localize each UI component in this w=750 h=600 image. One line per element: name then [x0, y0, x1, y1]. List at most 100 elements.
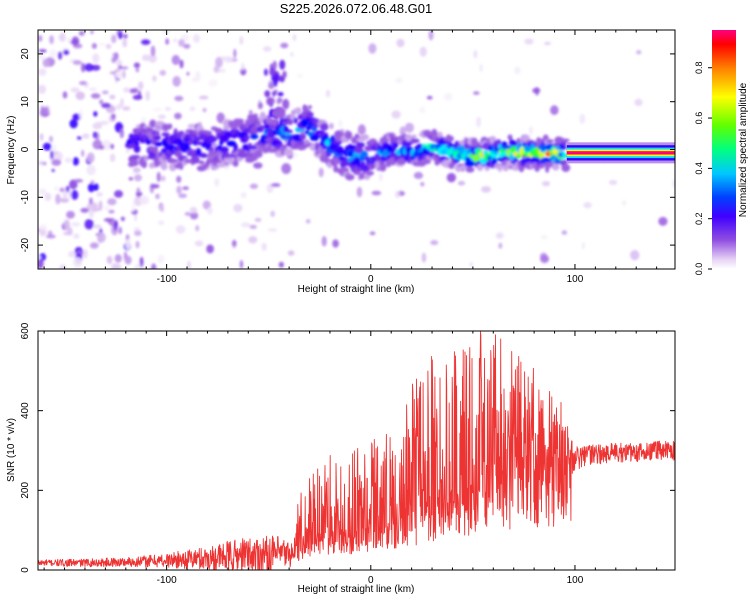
spectrogram-speckle — [282, 70, 287, 79]
spectrogram-speckle — [82, 133, 90, 139]
spectrogram-ridge-blob — [295, 107, 302, 112]
spectrogram-speckle — [658, 216, 668, 226]
spectrogram-ridge-blob — [146, 127, 154, 134]
spectrogram-speckle — [138, 81, 144, 90]
spectrogram-ridge-blob — [169, 158, 179, 163]
spectrogram-ridge-blob — [497, 163, 503, 172]
spectrogram-speckle — [636, 50, 642, 55]
spectrogram-ridge-blob — [252, 145, 257, 150]
spectrogram-speckle — [157, 114, 166, 119]
spectrogram-speckle — [108, 209, 115, 214]
spectrogram-speckle — [254, 217, 262, 222]
spectrogram-speckle — [174, 112, 182, 120]
spectrogram-ridge-blob — [446, 135, 454, 142]
spectrogram-speckle — [305, 219, 311, 224]
spectrogram-speckle — [187, 260, 191, 269]
spectrogram-speckle — [71, 222, 81, 227]
spectrogram-ridge-blob — [358, 142, 365, 148]
spectrogram-speckle — [165, 38, 169, 45]
spectrogram-speckle — [356, 186, 363, 198]
spectrogram-ridge-blob — [538, 163, 545, 169]
snr-xlabel: Height of straight line (km) — [298, 584, 415, 595]
spectrogram-speckle — [189, 106, 196, 112]
spectrogram-speckle — [371, 190, 382, 196]
spectrogram-speckle — [40, 133, 44, 141]
spectrogram-ridge-blob — [563, 164, 569, 171]
spectrogram-ridge-blob — [134, 141, 140, 146]
spectrogram-ridge-blob — [562, 152, 567, 160]
spectrogram-speckle — [544, 41, 551, 46]
spectrogram-speckle — [68, 189, 72, 199]
spectrogram-speckle — [630, 249, 640, 261]
spectrogram-speckle — [189, 211, 199, 220]
spectrogram-speckle — [160, 204, 165, 213]
spectrogram-speckle — [270, 210, 276, 218]
spectrogram-ytick-label: 10 — [20, 96, 31, 108]
spectrogram-speckle — [120, 66, 129, 70]
spectrogram-ridge-blob — [329, 122, 334, 130]
spectrogram-ridge-blob — [440, 148, 448, 156]
spectrogram-speckle — [131, 202, 135, 212]
spectrogram-ridge-blob — [250, 133, 259, 140]
spectrogram-ytick-label: 0 — [20, 146, 31, 152]
spectrogram-ridge-blob — [216, 162, 227, 168]
spectrogram-speckle — [155, 193, 160, 200]
spectrogram-speckle — [122, 70, 126, 79]
spectrogram-ridge-blob — [207, 131, 212, 136]
spectrogram-speckle — [272, 60, 277, 71]
spectrogram-ridge-blob — [417, 160, 426, 165]
snr-ytick-label: 600 — [20, 322, 31, 339]
spectrogram-speckle — [99, 145, 105, 150]
spectrogram-speckle — [249, 224, 257, 229]
spectrogram-speckle — [193, 34, 201, 43]
spectrogram-ridge-blob — [284, 129, 293, 134]
spectrogram-speckle — [92, 53, 100, 64]
spectrogram-speckle — [189, 206, 198, 214]
spectrogram-speckle — [172, 75, 181, 87]
spectrogram-speckle — [116, 59, 123, 67]
spectrogram-speckle — [71, 36, 80, 46]
spectrogram-speckle — [75, 91, 85, 101]
spectrogram-speckle — [469, 262, 474, 267]
snr-panel: -100 0 100 0 200 400 600 Height of straight li… — [6, 322, 676, 595]
spectrogram-speckle — [38, 256, 42, 260]
spectrogram-speckle — [90, 30, 94, 35]
spectrogram-speckle — [98, 42, 106, 47]
spectrogram-speckle — [473, 49, 478, 59]
spectrogram-speckle — [270, 183, 281, 187]
colorbar-tick-label: 0.2 — [694, 212, 704, 225]
spectrogram-speckle — [92, 131, 98, 139]
spectrogram-speckle — [139, 256, 144, 268]
spectrogram-speckle — [109, 71, 117, 75]
spectrogram-speckle — [38, 246, 42, 252]
spectrogram-ridge-blob — [546, 139, 554, 144]
spectrogram-speckle — [120, 216, 125, 222]
spectrogram-speckle — [561, 230, 568, 235]
snr-ytick-label: 200 — [20, 482, 31, 499]
spectrogram-speckle — [81, 149, 85, 157]
spectrogram-speckle — [178, 39, 185, 47]
spectrogram-speckle — [141, 54, 151, 62]
spectrogram-speckle — [174, 95, 184, 102]
spectrogram-speckle — [110, 113, 116, 119]
spectrogram-speckle — [131, 171, 135, 175]
spectrogram-ridge-blob — [270, 118, 279, 126]
spectrogram-speckle — [191, 77, 199, 82]
spectrogram-ridge-blob — [253, 113, 258, 120]
spectrogram-speckle — [261, 242, 267, 252]
spectrogram-xlabel: Height of straight line (km) — [298, 284, 415, 295]
spectrogram-speckle — [184, 211, 191, 216]
spectrogram-speckle — [325, 89, 331, 98]
spectrogram-speckle — [248, 236, 258, 244]
spectrogram-speckle — [51, 144, 57, 153]
spectrogram-speckle — [114, 190, 124, 198]
spectrogram-ridge-blob — [306, 111, 314, 118]
spectrogram-speckle — [182, 186, 189, 191]
spectrogram-speckle — [110, 143, 115, 150]
spectrogram-speckle — [233, 48, 237, 58]
spectrogram-speckle — [176, 185, 182, 195]
spectrogram-speckle — [179, 59, 184, 69]
spectrogram-speckle — [634, 98, 643, 107]
spectrogram-speckle — [80, 207, 89, 213]
